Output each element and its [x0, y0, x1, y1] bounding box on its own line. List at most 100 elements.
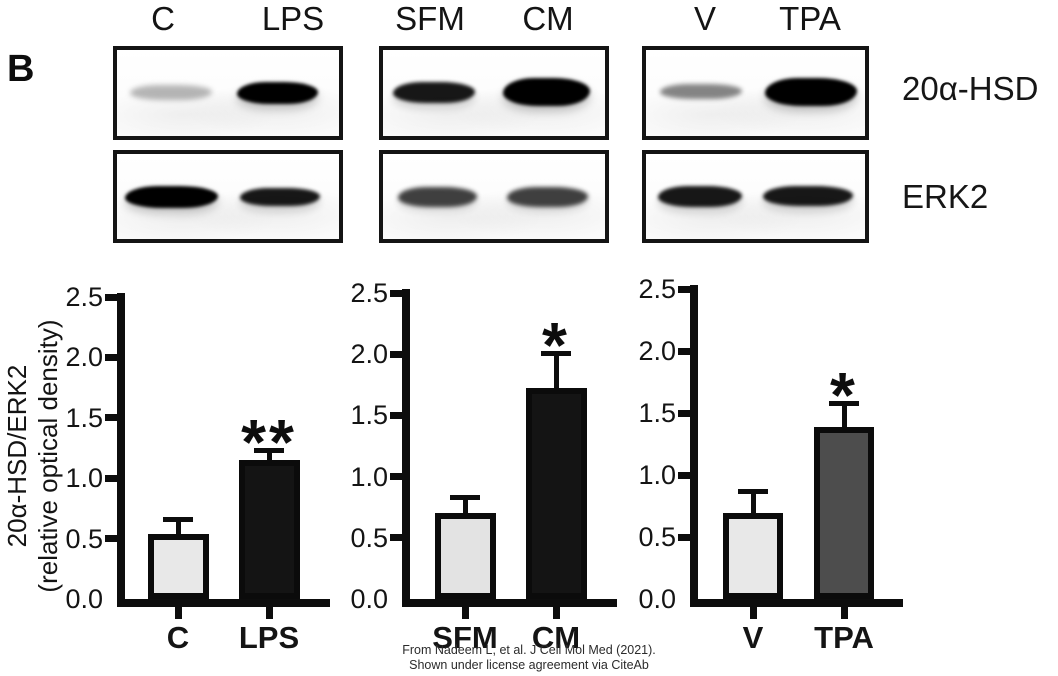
y-axis-title-line1: 20α-HSD/ERK2 [2, 364, 32, 548]
x-tick-v [749, 607, 757, 619]
significance-marker-lps: ** [241, 406, 297, 479]
bar-lps [238, 460, 300, 599]
blot-band-loading-sfm [398, 187, 477, 207]
x-tick-lps [265, 607, 273, 619]
x-tick-cm [552, 607, 560, 619]
caption-line1: From Nadeem L, et al. J Cell Mol Med (20… [402, 643, 656, 657]
x-axis [402, 599, 617, 607]
lane-label-cm: CM [522, 0, 574, 37]
y-tick-label-1.0: 1.0 [65, 463, 103, 494]
y-tick-0.5 [105, 535, 121, 543]
y-tick-0.5 [390, 534, 406, 542]
lane-label-sfm: SFM [395, 0, 465, 37]
error-bar-stem-tpa [841, 403, 847, 433]
lane-label-c: C [151, 0, 175, 37]
caption-line2: Shown under license agreement via CiteAb [409, 657, 649, 672]
bar-v [723, 513, 783, 599]
x-axis [117, 599, 330, 607]
error-bar-cap-v [738, 489, 768, 495]
y-tick-label-2.0: 2.0 [350, 339, 388, 370]
error-bar-stem-sfm [462, 497, 468, 520]
y-tick-2.0 [105, 353, 121, 361]
error-bar-stem-cm [553, 352, 559, 395]
x-tick-tpa [840, 607, 848, 619]
significance-marker-tpa: * [830, 359, 858, 432]
error-bar-cap-cm [541, 350, 571, 356]
blot-row-label-loading: ERK2 [902, 178, 989, 215]
x-axis [690, 599, 903, 607]
lane-label-v: V [693, 0, 716, 37]
bar-sfm [434, 513, 496, 599]
blot-band-loading-lps [240, 188, 320, 206]
y-tick-label-2.5: 2.5 [350, 278, 388, 308]
y-tick-2.5 [390, 289, 406, 297]
error-bar-cap-tpa [829, 401, 859, 407]
blot-band-target-lps [237, 82, 318, 104]
x-category-label-c: C [166, 620, 190, 655]
bar-tpa [814, 426, 874, 599]
y-tick-label-0.5: 0.5 [638, 522, 676, 552]
y-tick-label-1.5: 1.5 [350, 400, 388, 431]
y-tick-label-2.0: 2.0 [65, 342, 103, 373]
y-tick-1.0 [678, 471, 694, 479]
y-tick-label-2.5: 2.5 [65, 282, 103, 312]
lane-label-lps: LPS [261, 0, 325, 37]
y-tick-1.5 [105, 414, 121, 422]
license-caption: From Nadeem L, et al. J Cell Mol Med (20… [299, 643, 759, 672]
blot-row-label-target: 20α-HSD [902, 70, 1039, 107]
error-bar-cap-lps [254, 448, 284, 454]
y-tick-1.5 [390, 411, 406, 419]
bar-c [147, 533, 209, 599]
y-tick-label-0.0: 0.0 [350, 584, 388, 614]
y-axis-title-line2: (relative optical density) [33, 319, 63, 593]
blot-band-loading-cm [507, 187, 588, 207]
x-category-label-cm: CM [531, 620, 581, 655]
y-tick-1.0 [105, 474, 121, 482]
y-tick-label-1.5: 1.5 [65, 402, 103, 433]
x-tick-sfm [461, 607, 469, 619]
y-tick-2.0 [678, 347, 694, 355]
y-axis-title: 20α-HSD/ERK2 (relative optical density) [2, 291, 64, 621]
y-tick-1.5 [678, 409, 694, 417]
error-bar-cap-c [163, 517, 193, 523]
y-tick-label-0.0: 0.0 [638, 584, 676, 614]
panel-letter: B [7, 48, 35, 90]
y-tick-2.5 [105, 293, 121, 301]
y-tick-label-1.0: 1.0 [350, 461, 388, 492]
x-category-label-v: V [742, 620, 764, 655]
y-axis [690, 285, 698, 607]
blot-band-target-c [130, 85, 212, 100]
blot-band-loading-tpa [763, 186, 853, 206]
blot-band-target-tpa [765, 78, 857, 106]
lane-label-tpa: TPA [779, 0, 841, 37]
blot-band-target-sfm [393, 82, 475, 103]
x-category-label-lps: LPS [238, 620, 300, 655]
y-tick-1.0 [390, 473, 406, 481]
bar-cm [525, 388, 587, 599]
blot-band-loading-v [658, 186, 742, 207]
y-tick-label-1.5: 1.5 [638, 398, 676, 428]
x-tick-c [174, 607, 182, 619]
y-tick-label-2.0: 2.0 [638, 336, 676, 366]
y-tick-2.5 [678, 285, 694, 293]
error-bar-stem-lps [266, 450, 272, 467]
y-tick-2.0 [390, 350, 406, 358]
x-category-label-tpa: TPA [814, 620, 874, 655]
error-bar-cap-sfm [450, 495, 480, 501]
significance-marker-cm: * [542, 308, 570, 381]
y-tick-label-2.5: 2.5 [638, 274, 676, 304]
y-tick-label-0.0: 0.0 [65, 584, 103, 614]
blot-band-target-v [660, 84, 742, 99]
blot-band-target-cm [503, 78, 590, 106]
y-tick-label-0.5: 0.5 [350, 522, 388, 553]
error-bar-stem-v [750, 491, 756, 520]
y-tick-0.5 [678, 533, 694, 541]
x-category-label-sfm: SFM [432, 620, 498, 655]
y-axis [402, 289, 410, 607]
blot-band-loading-c [125, 186, 218, 208]
y-axis [117, 293, 125, 607]
y-tick-label-0.5: 0.5 [65, 523, 103, 554]
y-tick-label-1.0: 1.0 [638, 460, 676, 490]
error-bar-stem-c [175, 519, 181, 540]
